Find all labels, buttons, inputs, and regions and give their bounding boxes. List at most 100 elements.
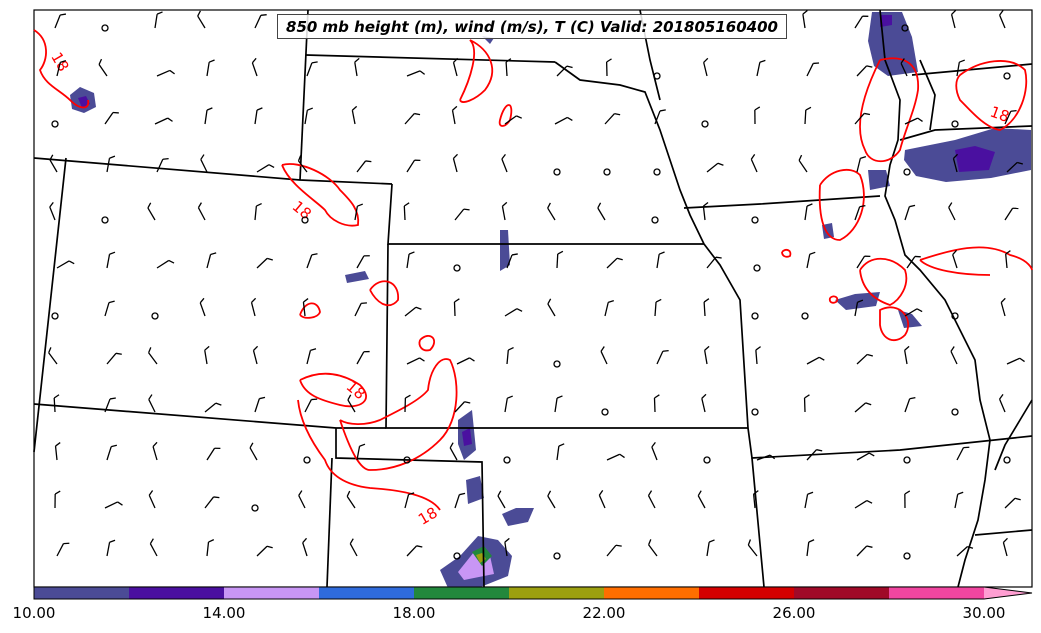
contour-line [919, 246, 1033, 276]
contour-line [33, 29, 90, 109]
wind-barb [756, 454, 776, 461]
wind-barb [950, 9, 957, 29]
wind-barb [204, 496, 220, 509]
calm-wind-marker [503, 456, 511, 464]
wind-barb [251, 57, 258, 77]
wind-barb [104, 111, 119, 125]
wind-barb [904, 308, 923, 317]
wind-barb [554, 395, 563, 413]
wind-barb [148, 394, 156, 413]
colorbar-segment [129, 587, 224, 599]
colorbar-tick-label: 22.00 [582, 604, 626, 622]
wind-barb [306, 61, 318, 77]
wind-barb [1004, 109, 1017, 125]
boundary-line [554, 61, 705, 245]
wind-barb [856, 545, 873, 557]
wind-barb [104, 501, 123, 509]
calm-wind-marker [553, 360, 561, 368]
wind-barb [554, 116, 573, 125]
wind-barb [856, 353, 874, 365]
calm-wind-marker [1003, 456, 1011, 464]
wind-barb [956, 446, 970, 461]
calm-wind-marker [453, 552, 461, 560]
calm-wind-marker [651, 216, 659, 224]
wind-barb [106, 155, 116, 173]
wind-barb [804, 106, 812, 125]
wind-barbs [48, 9, 1025, 560]
wind-barb [504, 537, 510, 557]
wind-barb [702, 202, 709, 221]
wind-barb [156, 259, 175, 269]
wind-barb [806, 251, 816, 269]
contour-line [369, 280, 399, 307]
calm-wind-marker [603, 168, 611, 176]
wind-barb [406, 251, 415, 269]
wind-barb [354, 57, 360, 77]
wind-barb [197, 202, 206, 221]
wind-barb [404, 394, 411, 413]
wind-barb [1006, 357, 1025, 365]
wind-barb [156, 157, 169, 173]
wind-barb [197, 10, 206, 29]
colorbar-extend-arrow [984, 587, 1032, 599]
wind-barb [106, 539, 116, 557]
colorbar-tick-label: 10.00 [12, 604, 56, 622]
colorbar [33, 586, 1033, 600]
wind-barb [904, 490, 911, 509]
wind-barb [254, 202, 262, 221]
calm-wind-marker [951, 312, 959, 320]
wind-barb [906, 255, 921, 269]
calm-wind-marker [903, 168, 911, 176]
wind-barb [999, 9, 1006, 29]
map-title: 850 mb height (m), wind (m/s), T (C) Val… [277, 14, 787, 39]
calm-wind-marker [751, 408, 759, 416]
wind-barb [199, 297, 206, 317]
wind-barb [747, 539, 758, 557]
wind-barb [404, 112, 421, 125]
wind-barb [706, 256, 722, 269]
wind-barb [149, 538, 158, 557]
wind-barb [204, 345, 210, 365]
contour-line [299, 372, 367, 408]
wind-barb [653, 394, 660, 413]
wind-barb [1002, 537, 1008, 557]
wind-barb [704, 345, 710, 365]
wind-barb [501, 153, 508, 173]
wind-barb [154, 117, 173, 125]
colorbar-segment [794, 587, 889, 599]
calm-wind-marker [151, 312, 159, 320]
wind-barb [449, 442, 458, 461]
wind-barb [504, 395, 513, 413]
wind-barb [306, 348, 317, 365]
contour-line [879, 306, 910, 342]
calm-wind-marker [101, 216, 109, 224]
boundary-line [33, 157, 67, 453]
wind-barb [1004, 497, 1021, 509]
wind-barb [654, 298, 662, 317]
wind-barb [556, 65, 573, 77]
calm-wind-marker [653, 72, 661, 80]
contour-line [859, 57, 919, 163]
calm-wind-marker [601, 408, 609, 416]
wind-barb [756, 59, 766, 77]
contour-line [955, 60, 1028, 131]
wind-barb [206, 252, 217, 269]
wind-barb [256, 164, 275, 173]
wind-barb [706, 162, 724, 173]
wind-barb [854, 499, 873, 509]
calm-wind-marker [751, 216, 759, 224]
calm-wind-marker [701, 120, 709, 128]
wind-barb [106, 352, 122, 365]
wind-barb [148, 347, 158, 365]
wind-barb [1004, 207, 1019, 221]
wind-barb [49, 154, 58, 173]
calm-wind-marker [303, 456, 311, 464]
wind-barb [249, 442, 258, 461]
wind-barb [505, 58, 512, 77]
wind-barb [302, 537, 308, 557]
boundary-line [899, 125, 1033, 141]
wind-barb [954, 491, 964, 509]
calm-wind-marker [653, 168, 661, 176]
wind-barb [806, 539, 815, 557]
wind-barb [254, 396, 266, 413]
